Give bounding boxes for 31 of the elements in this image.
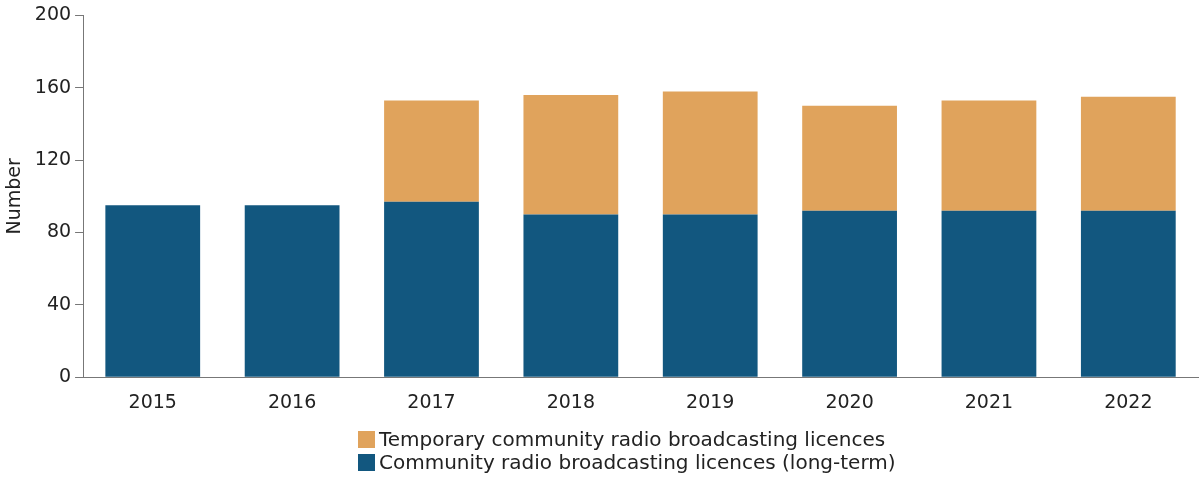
x-tick-label: 2020	[825, 389, 874, 412]
bar	[662, 214, 758, 377]
bar	[523, 214, 619, 377]
y-axis-title: Number	[2, 157, 25, 235]
bar	[802, 210, 897, 377]
bar	[941, 210, 1037, 377]
bar	[523, 95, 619, 215]
x-tick-label: 2017	[407, 389, 456, 412]
y-tick-label: 40	[46, 291, 72, 314]
x-tick-label: 2022	[1104, 389, 1153, 412]
y-tick-label: 0	[58, 364, 72, 387]
bar	[244, 205, 340, 377]
y-tick-label: 80	[46, 219, 72, 242]
bar	[802, 105, 897, 211]
y-tick-label: 160	[34, 74, 72, 97]
bar	[1080, 96, 1176, 211]
x-tick-label: 2016	[267, 389, 317, 412]
bar	[1080, 210, 1176, 377]
x-tick-label: 2015	[128, 389, 177, 412]
legend-label: Temporary community radio broadcasting licences	[379, 427, 886, 451]
bar	[105, 205, 201, 377]
legend-label: Community radio broadcasting licences (long-term)	[379, 450, 896, 474]
x-tick-label: 2019	[686, 389, 735, 412]
bar	[384, 201, 479, 377]
y-tick-label: 200	[34, 2, 72, 25]
x-tick-label: 2021	[964, 389, 1014, 412]
y-tick-label: 120	[34, 147, 72, 170]
bar	[662, 91, 758, 215]
x-tick-label: 2018	[546, 389, 596, 412]
bar	[941, 100, 1037, 211]
bar	[384, 100, 479, 202]
